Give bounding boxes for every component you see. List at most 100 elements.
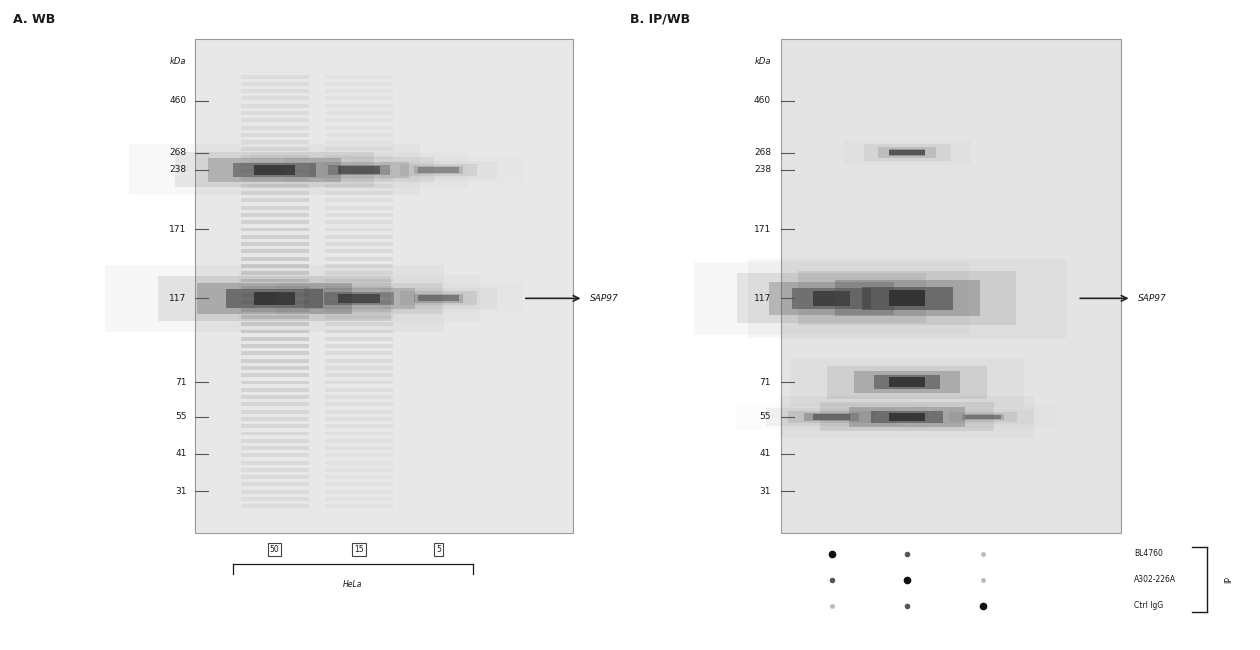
Bar (871, 411, 944, 423)
Bar (417, 167, 459, 173)
Bar (241, 344, 309, 348)
Text: 5: 5 (436, 545, 441, 554)
Bar (820, 402, 994, 432)
Bar (844, 140, 970, 164)
Bar (227, 289, 323, 308)
Bar (325, 205, 393, 210)
Bar (325, 461, 393, 465)
Bar (238, 276, 480, 321)
Bar (890, 291, 925, 306)
Bar (325, 344, 393, 348)
Bar (325, 482, 393, 486)
Bar (325, 213, 393, 217)
Bar (890, 150, 925, 155)
Bar (241, 155, 309, 159)
Bar (325, 162, 393, 166)
Bar (325, 359, 393, 363)
Bar (338, 294, 381, 303)
Bar (781, 39, 1121, 533)
Text: IP: IP (1225, 577, 1234, 583)
Bar (304, 288, 415, 309)
Bar (325, 439, 393, 443)
Bar (325, 286, 393, 290)
Bar (241, 482, 309, 486)
Bar (276, 283, 442, 314)
Bar (814, 291, 849, 305)
Bar (241, 162, 309, 166)
Bar (241, 337, 309, 341)
Bar (381, 161, 496, 179)
Bar (197, 283, 353, 313)
Bar (325, 315, 393, 319)
Bar (325, 446, 393, 450)
Bar (241, 432, 309, 436)
Text: kDa: kDa (170, 57, 186, 66)
Bar (130, 144, 421, 196)
Bar (325, 432, 393, 436)
Bar (241, 118, 309, 122)
Bar (105, 265, 445, 332)
Bar (325, 191, 393, 195)
Bar (949, 412, 1017, 422)
Bar (338, 166, 381, 174)
Bar (862, 287, 953, 309)
Bar (325, 184, 393, 188)
Bar (241, 257, 309, 261)
Bar (241, 184, 309, 188)
Text: 71: 71 (760, 378, 771, 387)
Bar (249, 151, 469, 188)
Bar (241, 307, 309, 311)
Bar (325, 300, 393, 304)
Bar (233, 162, 316, 177)
Bar (325, 293, 393, 297)
Bar (175, 153, 374, 187)
Bar (241, 315, 309, 319)
Bar (241, 89, 309, 93)
Bar (804, 413, 859, 421)
Bar (325, 104, 393, 108)
Bar (241, 490, 309, 494)
Bar (354, 157, 523, 183)
Bar (694, 262, 969, 335)
Bar (325, 322, 393, 326)
Bar (415, 294, 462, 303)
Bar (325, 279, 393, 283)
Bar (325, 96, 393, 100)
Bar (241, 177, 309, 181)
Text: A302-226A: A302-226A (1134, 575, 1176, 584)
Bar (241, 497, 309, 501)
Bar (325, 388, 393, 392)
Bar (241, 250, 309, 254)
Bar (241, 410, 309, 413)
Text: 117: 117 (169, 294, 186, 303)
Bar (325, 380, 393, 384)
Bar (241, 140, 309, 144)
Text: HeLa: HeLa (343, 580, 363, 589)
Bar (325, 264, 393, 268)
Bar (241, 264, 309, 268)
Text: Ctrl IgG: Ctrl IgG (1134, 601, 1163, 610)
Bar (325, 337, 393, 341)
Bar (908, 406, 1057, 428)
Bar (241, 475, 309, 479)
Bar (854, 371, 960, 393)
Bar (748, 259, 1066, 338)
Bar (834, 280, 980, 317)
Bar (799, 272, 1016, 325)
Bar (241, 111, 309, 115)
Text: 171: 171 (753, 225, 771, 234)
Bar (325, 177, 393, 181)
Bar (849, 408, 965, 426)
Bar (769, 281, 895, 315)
Bar (241, 453, 309, 458)
Bar (208, 159, 341, 181)
Text: 41: 41 (175, 449, 186, 458)
Bar (241, 366, 309, 370)
Bar (766, 408, 897, 426)
Bar (241, 220, 309, 224)
Text: 50: 50 (270, 545, 280, 554)
Bar (780, 396, 1034, 438)
Bar (325, 220, 393, 224)
Bar (241, 242, 309, 246)
Text: kDa: kDa (755, 57, 771, 66)
